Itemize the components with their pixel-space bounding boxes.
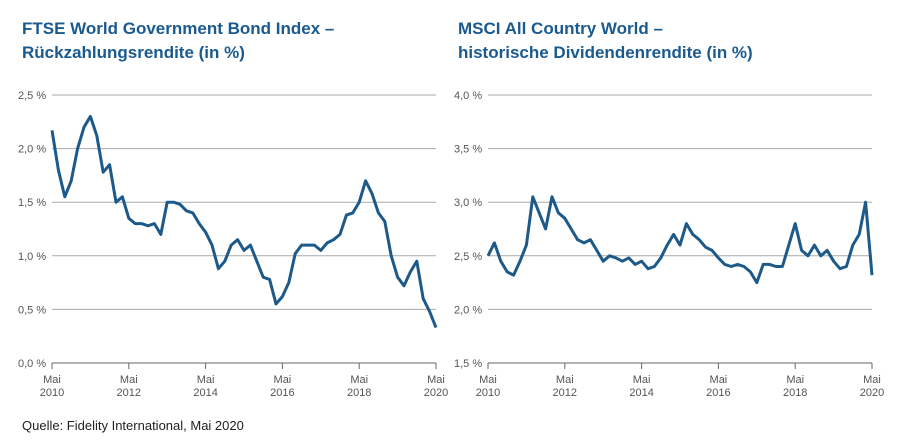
data-line [50, 114, 438, 329]
y-tick-label: 1,0 % [18, 251, 46, 263]
x-tick-label: Mai 2010 [476, 374, 500, 399]
x-tick-label: Mai 2018 [347, 374, 371, 399]
x-tick-label: Mai 2012 [553, 374, 577, 399]
x-tick-label: Mai 2014 [629, 374, 653, 399]
chart-title: FTSE World Government Bond Index – [22, 19, 334, 38]
x-tick-label: Mai 2014 [193, 374, 217, 399]
data-line [486, 195, 874, 285]
y-tick-label: 2,5 % [18, 90, 46, 102]
chart-subtitle: historische Dividendenrendite (in %) [458, 43, 753, 62]
y-tick-label: 4,0 % [454, 90, 482, 102]
x-tick-label: Mai 2016 [706, 374, 730, 399]
x-tick-label: Mai 2010 [40, 374, 64, 399]
x-tick-label: Mai 2016 [270, 374, 294, 399]
x-tick-label: Mai 2012 [117, 374, 141, 399]
y-tick-label: 1,5 % [18, 197, 46, 209]
x-tick-label: Mai 2020 [860, 374, 884, 399]
y-tick-label: 3,0 % [454, 197, 482, 209]
y-tick-label: 0,5 % [18, 304, 46, 316]
x-tick-label: Mai 2020 [424, 374, 448, 399]
x-tick-label: Mai 2018 [783, 374, 807, 399]
y-tick-label: 2,0 % [18, 144, 46, 156]
y-tick-label: 3,5 % [454, 144, 482, 156]
y-tick-label: 1,5 % [454, 358, 482, 370]
y-tick-label: 2,0 % [454, 304, 482, 316]
y-tick-label: 0,0 % [18, 358, 46, 370]
chart-subtitle: Rückzahlungsrendite (in %) [22, 43, 245, 62]
y-tick-label: 2,5 % [454, 251, 482, 263]
chart-title: MSCI All Country World – [458, 19, 663, 38]
source: Quelle: Fidelity International, Mai 2020 [22, 418, 244, 433]
